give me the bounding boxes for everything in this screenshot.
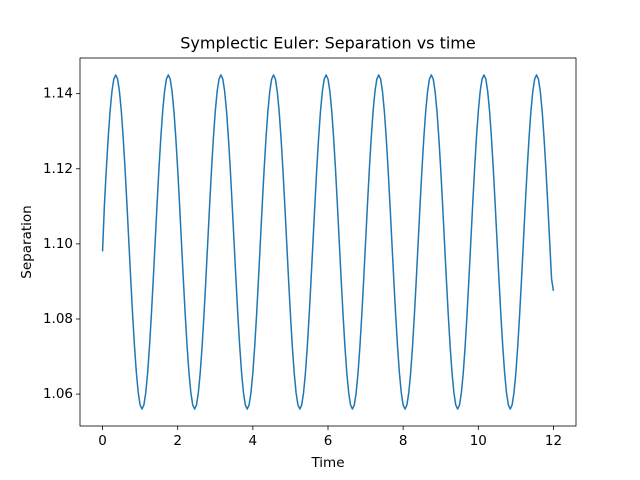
- y-tick-label: 1.08: [43, 311, 73, 327]
- x-tick-label: 8: [399, 433, 408, 449]
- x-tick-label: 0: [98, 433, 107, 449]
- axes-frame: [79, 57, 577, 427]
- y-tick-label: 1.14: [43, 86, 73, 102]
- x-tick-label: 4: [249, 433, 258, 449]
- y-tick-label: 1.10: [43, 236, 73, 252]
- x-tick-label: 10: [470, 433, 487, 449]
- x-axis-label: Time: [310, 455, 344, 471]
- y-tick-label: 1.06: [43, 386, 73, 402]
- x-tick-label: 2: [173, 433, 182, 449]
- chart-title: Symplectic Euler: Separation vs time: [180, 34, 475, 53]
- y-tick-label: 1.12: [43, 161, 73, 177]
- y-axis-label: Separation: [19, 205, 35, 278]
- x-tick-label: 12: [545, 433, 562, 449]
- x-tick-label: 6: [324, 433, 333, 449]
- data-line: [101, 74, 555, 410]
